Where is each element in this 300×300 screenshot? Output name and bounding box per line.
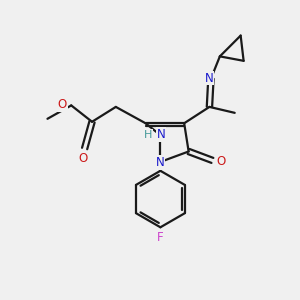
Text: O: O [79, 152, 88, 164]
Text: F: F [157, 231, 164, 244]
Text: O: O [217, 155, 226, 168]
Text: N: N [205, 72, 214, 85]
Text: N: N [157, 128, 165, 141]
Text: O: O [58, 98, 67, 111]
Text: N: N [156, 156, 165, 169]
Text: H: H [144, 130, 152, 140]
